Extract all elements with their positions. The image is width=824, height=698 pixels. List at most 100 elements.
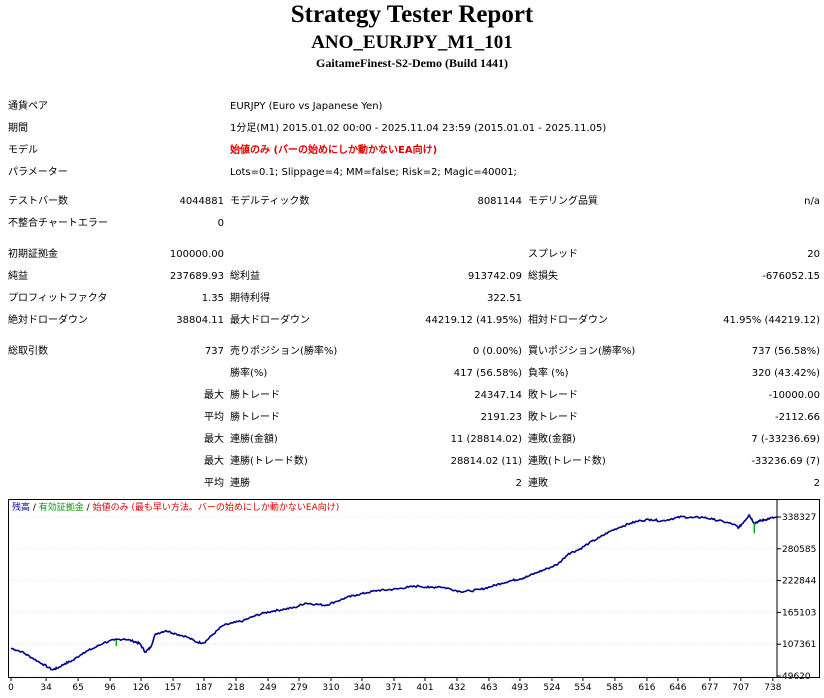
x-tick-label: 65: [72, 683, 83, 693]
row-max-cons-amount: 最大 連勝(トレード数) 28814.02 (11) 連敗(トレード数) -33…: [0, 454, 824, 470]
symbol-value: EURJPY (Euro vs Japanese Yen): [230, 101, 383, 112]
rel-dd-label: 相対ドローダウン: [528, 315, 608, 326]
pf-label: プロフィットファクタ: [8, 293, 108, 304]
ticks-label: モデルティック数: [230, 196, 310, 207]
ticks-value: 8081144: [477, 196, 522, 207]
avg-loss-label: 敗トレード: [528, 412, 578, 423]
avg-cons-win-label: 連勝: [230, 478, 250, 489]
x-tick-label: 0: [8, 683, 14, 693]
x-tick-label: 126: [132, 683, 149, 693]
x-tick-label: 34: [40, 683, 52, 693]
avg-cons-loss-value: 2: [813, 478, 820, 489]
gross-loss-value: -676052.15: [762, 271, 820, 282]
rel-dd-value: 41.95% (44219.12): [723, 315, 820, 326]
row-drawdown: 絶対ドローダウン 38804.11 最大ドローダウン 44219.12 (41.…: [0, 313, 824, 329]
largest-win-value: 24347.14: [474, 390, 522, 401]
model-value: 始値のみ (バーの始めにしか動かないEA向け): [230, 145, 438, 156]
deposit-value: 100000.00: [169, 249, 224, 260]
model-label: モデル: [8, 145, 38, 156]
expected-value: 322.51: [487, 293, 522, 304]
chart-series: [10, 513, 778, 671]
gross-profit-value: 913742.09: [467, 271, 522, 282]
legend-entry: 有効証拠金: [39, 501, 84, 513]
row-pf: プロフィットファクタ 1.35 期待利得 322.51: [0, 291, 824, 307]
x-tick-label: 96: [104, 683, 116, 693]
y-tick-label: 49620: [782, 672, 811, 682]
max-cons-lossamt-value: -33236.69 (7): [751, 456, 820, 467]
legend-entry: 残高: [12, 501, 30, 513]
max-cons-amount-prefix: 最大: [204, 456, 224, 467]
row-period: 期間 1分足(M1) 2015.01.02 00:00 - 2025.11.04…: [0, 121, 824, 137]
balance-chart: 0 34 65 96 126 157 187 218 249 279 310 340 371 401 432…: [8, 499, 820, 693]
max-cons-loss-value: 7 (-33236.69): [751, 434, 820, 445]
row-bars: テストバー数 4044881 モデルティック数 8081144 モデリング品質 …: [0, 194, 824, 210]
row-deposit: 初期証拠金 100000.00 スプレッド 20: [0, 247, 824, 263]
x-tick-label: 585: [606, 683, 623, 693]
row-model: モデル 始値のみ (バーの始めにしか動かないEA向け): [0, 143, 824, 159]
avg-cons-loss-label: 連敗: [528, 478, 548, 489]
max-cons-prefix: 最大: [204, 434, 224, 445]
largest-loss-value: -10000.00: [768, 390, 820, 401]
x-tick-label: 493: [511, 683, 528, 693]
row-average: 平均 勝トレード 2191.23 敗トレード -2112.66: [0, 410, 824, 426]
gross-profit-label: 総利益: [230, 271, 260, 282]
total-trades-value: 737: [204, 346, 224, 357]
x-tick-label: 371: [385, 683, 402, 693]
chart-grid: [10, 500, 781, 681]
period-label: 期間: [8, 123, 28, 134]
short-value: 0 (0.00%): [472, 346, 522, 357]
symbol-label: 通貨ペア: [8, 101, 48, 112]
period-value: 1分足(M1) 2015.01.02 00:00 - 2025.11.04 23…: [230, 123, 607, 134]
spread-label: スプレッド: [528, 249, 578, 260]
legend-entry: /: [30, 503, 39, 513]
net-value: 237689.93: [169, 271, 224, 282]
quality-label: モデリング品質: [528, 196, 598, 207]
x-tick-label: 707: [732, 683, 749, 693]
y-tick-label: 280585: [782, 545, 816, 555]
max-cons-win-value: 11 (28814.02): [450, 434, 522, 445]
row-avg-cons: 平均 連勝 2 連敗 2: [0, 476, 824, 492]
server-build: GaitameFinest-S2-Demo (Build 1441): [316, 56, 508, 70]
x-tick-label: 463: [480, 683, 497, 693]
row-max-cons: 最大 連勝(金額) 11 (28814.02) 連敗(金額) 7 (-33236…: [0, 432, 824, 448]
max-cons-win-label: 連勝(金額): [230, 434, 278, 445]
largest-win-label: 勝トレード: [230, 390, 280, 401]
max-cons-loss-label: 連敗(金額): [528, 434, 576, 445]
y-axis-labels: 338327 280585 222844 165103 107361 49620: [782, 513, 817, 682]
x-tick-label: 401: [416, 683, 433, 693]
x-tick-label: 738: [764, 683, 781, 693]
net-label: 純益: [8, 271, 28, 282]
win-pct-value: 417 (56.58%): [453, 368, 522, 379]
x-tick-label: 677: [701, 683, 718, 693]
total-trades-label: 総取引数: [8, 346, 48, 357]
avg-cons-win-value: 2: [515, 478, 522, 489]
abs-dd-value: 38804.11: [176, 315, 224, 326]
row-symbol: 通貨ペア EURJPY (Euro vs Japanese Yen): [0, 99, 824, 115]
max-dd-value: 44219.12 (41.95%): [425, 315, 522, 326]
y-tick-label: 222844: [782, 577, 817, 587]
row-largest: 最大 勝トレード 24347.14 敗トレード -10000.00: [0, 388, 824, 404]
win-pct-label: 勝率(%): [230, 368, 268, 379]
x-tick-label: 646: [669, 683, 686, 693]
max-cons-profit-label: 連勝(トレード数): [230, 456, 308, 467]
avg-cons-prefix: 平均: [204, 478, 224, 489]
expert-name: ANO_EURJPY_M1_101: [311, 32, 513, 53]
x-tick-label: 279: [290, 683, 307, 693]
loss-pct-label: 負率 (%): [528, 368, 569, 379]
legend-entry: 始値のみ (最も早い方法。バーの始めにしか動かないEA向け): [93, 501, 340, 513]
gross-loss-label: 総損失: [528, 271, 558, 282]
x-tick-label: 524: [543, 683, 560, 693]
row-params: パラメーター Lots=0.1; Slippage=4; MM=false; R…: [0, 165, 824, 181]
average-prefix: 平均: [204, 412, 224, 423]
expected-label: 期待利得: [230, 293, 270, 304]
loss-pct-value: 320 (43.42%): [751, 368, 820, 379]
row-mismatch: 不整合チャートエラー 0: [0, 216, 824, 232]
pf-value: 1.35: [201, 293, 224, 304]
quality-value: n/a: [804, 196, 820, 207]
x-tick-label: 249: [259, 683, 276, 693]
row-trades: 総取引数 737 売りポジション(勝率%) 0 (0.00%) 買いポジション(…: [0, 344, 824, 360]
bars-label: テストバー数: [8, 196, 68, 207]
x-tick-label: 432: [448, 683, 465, 693]
row-net: 純益 237689.93 総利益 913742.09 総損失 -676052.1…: [0, 269, 824, 285]
largest-prefix: 最大: [204, 390, 224, 401]
